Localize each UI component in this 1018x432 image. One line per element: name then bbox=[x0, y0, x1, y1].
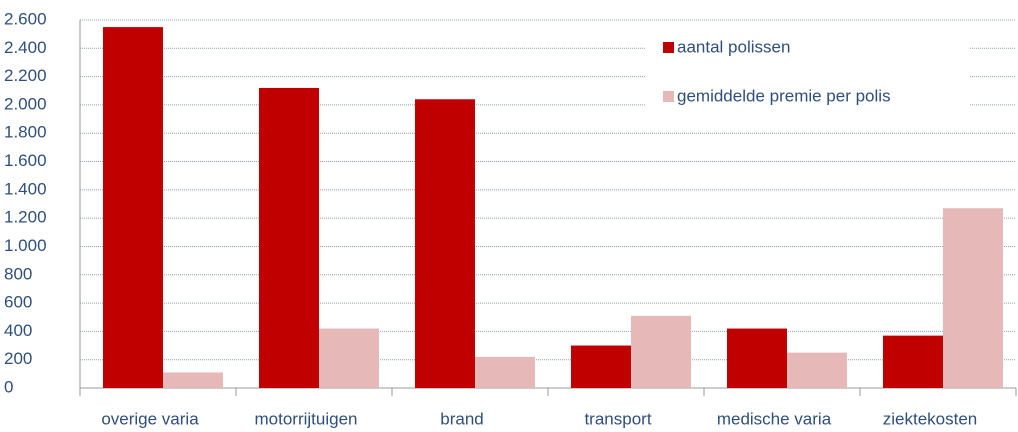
bar bbox=[571, 345, 631, 388]
legend-box bbox=[645, 30, 970, 118]
y-tick-label: 600 bbox=[4, 293, 32, 312]
x-tick-label: brand bbox=[440, 409, 483, 428]
x-tick-label: transport bbox=[584, 409, 651, 428]
bar bbox=[415, 99, 475, 388]
y-tick-label: 2.600 bbox=[4, 9, 47, 28]
bar bbox=[883, 335, 943, 388]
bar bbox=[787, 352, 847, 388]
bar bbox=[163, 372, 223, 388]
y-tick-label: 0 bbox=[4, 377, 13, 396]
legend-label: gemiddelde premie per polis bbox=[677, 86, 891, 105]
x-tick-label: overige varia bbox=[101, 409, 199, 428]
y-tick-label: 2.200 bbox=[4, 66, 47, 85]
legend-swatch bbox=[663, 91, 674, 102]
bar bbox=[259, 87, 319, 388]
y-tick-label: 1.400 bbox=[4, 179, 47, 198]
y-tick-label: 1.200 bbox=[4, 208, 47, 227]
x-tick-label: medische varia bbox=[717, 409, 832, 428]
bar bbox=[727, 328, 787, 388]
x-tick-label: motorrijtuigen bbox=[255, 409, 358, 428]
y-tick-label: 800 bbox=[4, 264, 32, 283]
bar bbox=[319, 328, 379, 388]
legend-label: aantal polissen bbox=[677, 37, 790, 56]
x-tick-label: ziektekosten bbox=[883, 409, 978, 428]
bar bbox=[943, 208, 1003, 388]
y-tick-label: 2.400 bbox=[4, 38, 47, 57]
y-tick-label: 400 bbox=[4, 321, 32, 340]
bar bbox=[631, 315, 691, 388]
bar bbox=[475, 356, 535, 388]
y-tick-label: 1.800 bbox=[4, 123, 47, 142]
bar bbox=[103, 27, 163, 388]
y-tick-label: 1.000 bbox=[4, 236, 47, 255]
y-tick-label: 1.600 bbox=[4, 151, 47, 170]
y-tick-label: 200 bbox=[4, 349, 32, 368]
legend-swatch bbox=[663, 42, 674, 53]
y-tick-label: 2.000 bbox=[4, 94, 47, 113]
